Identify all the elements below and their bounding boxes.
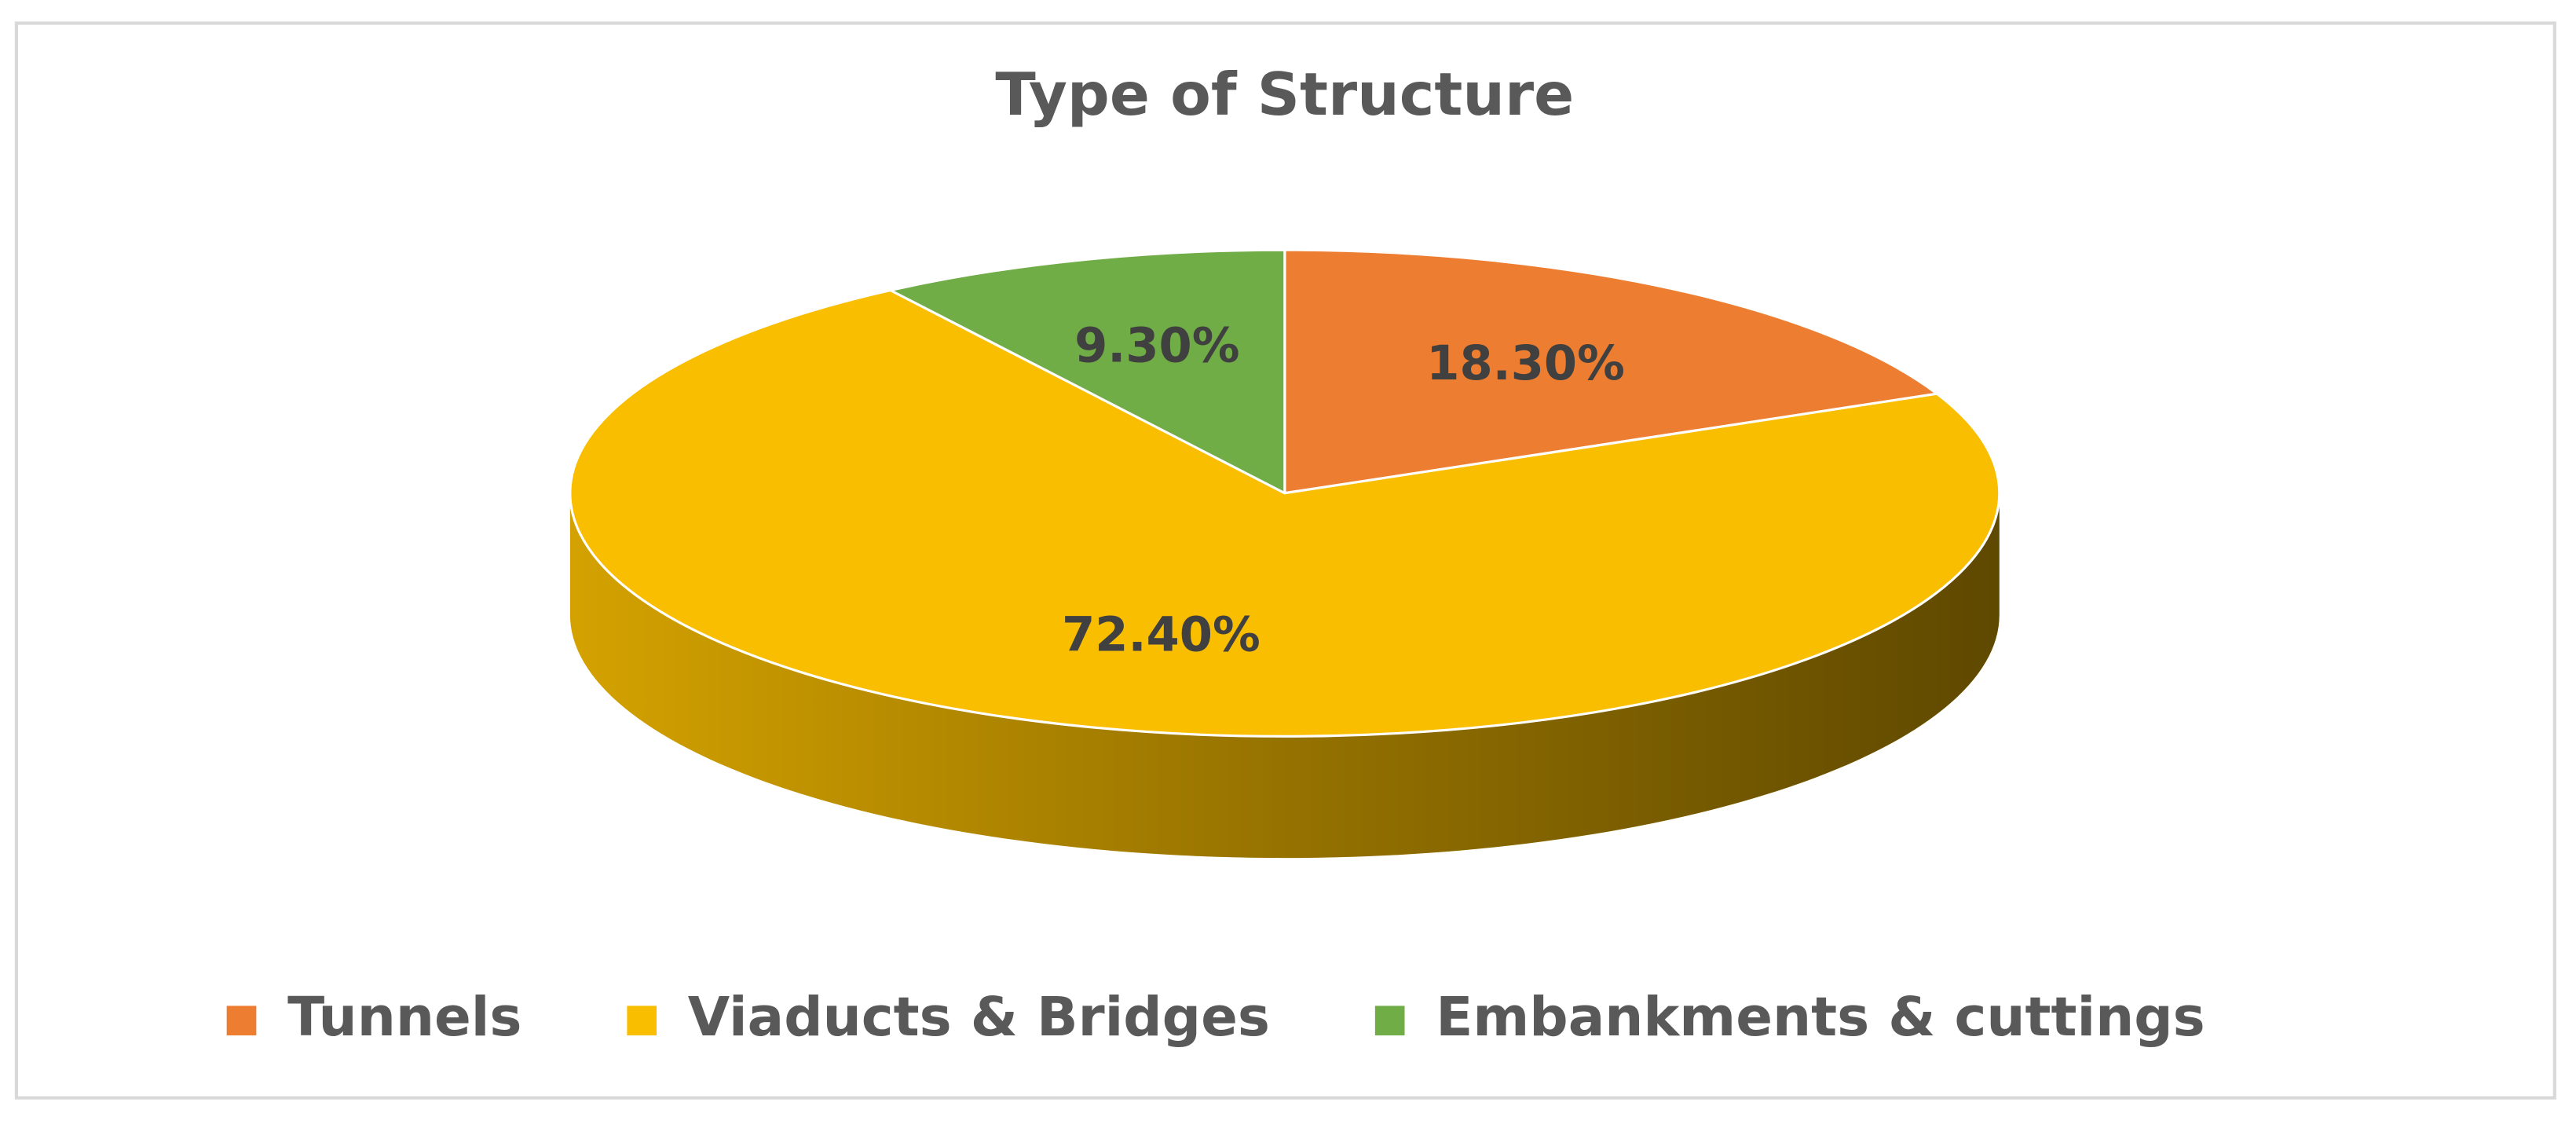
pie-slice — [569, 288, 2001, 738]
legend-swatch — [627, 1006, 657, 1036]
pie-slice — [889, 248, 1286, 495]
legend-label: Tunnels — [287, 986, 521, 1049]
data-label: 9.30% — [1074, 319, 1239, 374]
data-label: 72.40% — [1062, 608, 1261, 663]
chart-title: Type of Structure — [995, 60, 1574, 129]
legend-swatch — [1374, 1006, 1405, 1036]
data-label: 18.30% — [1426, 336, 1625, 391]
side-shade — [569, 493, 2000, 859]
legend-swatch — [226, 1006, 257, 1036]
legend-label: Viaducts & Bridges — [688, 986, 1270, 1049]
legend-label: Embankments & cuttings — [1436, 986, 2205, 1049]
legend: Tunnels Viaducts & Bridges Embankments & c… — [226, 986, 2205, 1049]
pie: 18.30% 72.40% 9.30% — [569, 248, 2001, 859]
pie-slice — [1283, 248, 1938, 495]
